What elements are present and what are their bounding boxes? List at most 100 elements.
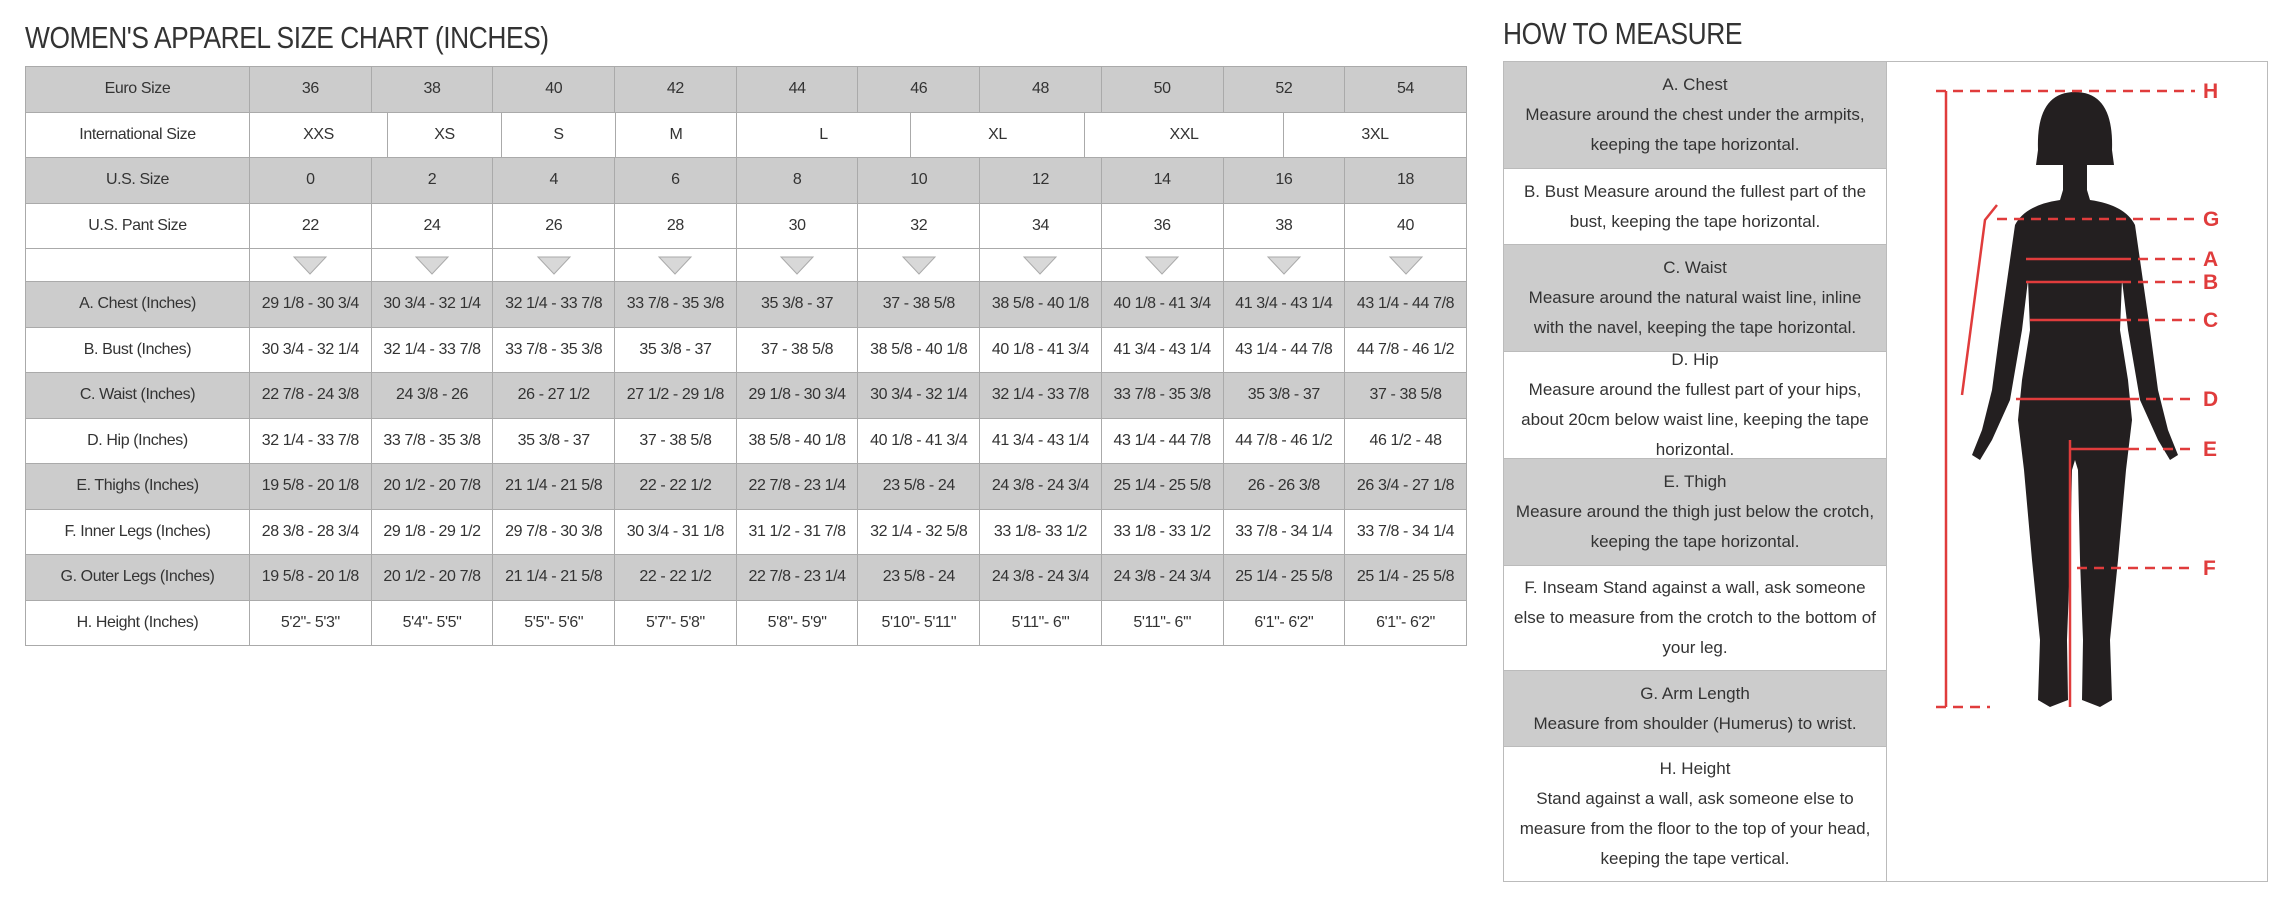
cell: 22 bbox=[250, 203, 372, 249]
cell: 26 - 27 1/2 bbox=[493, 373, 616, 419]
measure-item: D. Hip Measure around the fullest part of… bbox=[1504, 350, 1887, 459]
item-title: E. Thigh bbox=[1663, 472, 1727, 491]
measure-item: E. Thigh Measure around the thigh just be… bbox=[1504, 459, 1887, 566]
figure-label: G bbox=[2203, 208, 2219, 231]
cell: 24 3/8 - 26 bbox=[371, 373, 494, 419]
item-text: Stand against a wall, ask someone else t… bbox=[1519, 789, 1871, 868]
cell: 33 7/8 - 35 3/8 bbox=[493, 327, 616, 373]
measure-panel: A. Chest Measure around the chest under t… bbox=[1503, 61, 2268, 882]
figure-label: C bbox=[2203, 309, 2218, 332]
cell: 16 bbox=[1223, 158, 1346, 204]
cell: 38 bbox=[371, 67, 494, 113]
cell: 34 bbox=[980, 203, 1102, 249]
cell: 32 1/4 - 32 5/8 bbox=[858, 509, 981, 555]
cell: 24 3/8 - 24 3/4 bbox=[980, 464, 1102, 510]
arrow-icon bbox=[1266, 256, 1302, 275]
row-label: B. Bust (Inches) bbox=[26, 327, 250, 373]
row-label: U.S. Size bbox=[26, 158, 250, 204]
arrow-icon bbox=[1388, 256, 1423, 275]
figure-label: A bbox=[2203, 248, 2218, 271]
cell: 33 1/8 - 33 1/2 bbox=[1101, 509, 1224, 555]
arrow-cell bbox=[1101, 249, 1224, 282]
measure-item: B. Bust Measure around the fullest part … bbox=[1504, 169, 1887, 245]
row-label: A. Chest (Inches) bbox=[26, 282, 250, 328]
cell: 32 1/4 - 33 7/8 bbox=[493, 282, 616, 328]
cell: 30 3/4 - 32 1/4 bbox=[371, 282, 494, 328]
item-title: D. Hip bbox=[1671, 350, 1719, 369]
table-row: B. Bust (Inches) 30 3/4 - 32 1/4 32 1/4 - … bbox=[26, 327, 1467, 373]
row-label: Euro Size bbox=[26, 67, 250, 113]
size-table: Euro Size 36 38 40 42 44 46 48 50 52 54 Internation… bbox=[25, 66, 1467, 646]
cell: 41 3/4 - 43 1/4 bbox=[1223, 282, 1346, 328]
cell: 30 3/4 - 31 1/8 bbox=[615, 509, 737, 555]
item-text: B. Bust Measure around the fullest part … bbox=[1523, 181, 1867, 231]
arrow-icon bbox=[779, 256, 815, 275]
arrow-cell bbox=[980, 249, 1102, 282]
cell: 5'10"- 5'11" bbox=[858, 600, 981, 646]
table-title: WOMEN'S APPAREL SIZE CHART (INCHES) bbox=[25, 20, 549, 55]
cell: 44 7/8 - 46 1/2 bbox=[1345, 327, 1467, 373]
cell: 41 3/4 - 43 1/4 bbox=[980, 418, 1102, 464]
cell: XL bbox=[911, 112, 1085, 158]
item-text: Measure around the natural waist line, i… bbox=[1528, 288, 1862, 337]
cell: 4 bbox=[493, 158, 616, 204]
table-row: F. Inner Legs (Inches) 28 3/8 - 28 3/4 29 … bbox=[26, 509, 1467, 555]
cell: 22 - 22 1/2 bbox=[615, 464, 737, 510]
cell: 24 3/8 - 24 3/4 bbox=[1101, 555, 1224, 601]
arrow-icon bbox=[536, 256, 571, 275]
cell: 26 - 26 3/8 bbox=[1223, 464, 1346, 510]
cell: 35 3/8 - 37 bbox=[1223, 373, 1346, 419]
item-title: G. Arm Length bbox=[1640, 683, 1750, 703]
cell: 24 3/8 - 24 3/4 bbox=[980, 555, 1102, 601]
cell: 5'4"- 5'5" bbox=[371, 600, 494, 646]
arrow-cell bbox=[736, 249, 859, 282]
table-row: E. Thighs (Inches) 19 5/8 - 20 1/8 20 1/2 … bbox=[26, 464, 1467, 510]
cell: XXS bbox=[250, 112, 388, 158]
cell: 5'11"- 6'" bbox=[1101, 600, 1224, 646]
cell: 32 1/4 - 33 7/8 bbox=[250, 418, 372, 464]
table-row: D. Hip (Inches) 32 1/4 - 33 7/8 33 7/8 - 3… bbox=[26, 418, 1467, 464]
cell: 20 1/2 - 20 7/8 bbox=[371, 555, 494, 601]
arrow-cell bbox=[1223, 249, 1346, 282]
table-row: U.S. Size 0 2 4 6 8 10 12 14 16 18 bbox=[26, 158, 1467, 204]
cell: 6'1"- 6'2" bbox=[1223, 600, 1346, 646]
cell: 37 - 38 5/8 bbox=[615, 418, 737, 464]
cell: 26 3/4 - 27 1/8 bbox=[1345, 464, 1467, 510]
cell: 8 bbox=[736, 158, 859, 204]
cell: 32 1/4 - 33 7/8 bbox=[371, 327, 494, 373]
cell: 50 bbox=[1101, 67, 1224, 113]
cell: 14 bbox=[1101, 158, 1224, 204]
item-text: Measure around the chest under the armpi… bbox=[1525, 105, 1865, 154]
row-label: U.S. Pant Size bbox=[26, 203, 250, 249]
row-label: F. Inner Legs (Inches) bbox=[26, 509, 250, 555]
cell: 35 3/8 - 37 bbox=[615, 327, 737, 373]
cell: 38 bbox=[1223, 203, 1346, 249]
cell: 40 bbox=[1345, 203, 1467, 249]
cell: 54 bbox=[1345, 67, 1467, 113]
cell: M bbox=[616, 112, 737, 158]
cell: 22 7/8 - 24 3/8 bbox=[250, 373, 372, 419]
cell: S bbox=[502, 112, 616, 158]
cell: 40 1/8 - 41 3/4 bbox=[858, 418, 981, 464]
arrow-cell bbox=[250, 249, 372, 282]
cell: 42 bbox=[615, 67, 737, 113]
table-row: U.S. Pant Size 22 24 26 28 30 32 34 36 38 40 bbox=[26, 203, 1467, 249]
row-label: E. Thighs (Inches) bbox=[26, 464, 250, 510]
figure-label: E bbox=[2203, 438, 2217, 461]
item-text: Measure from shoulder (Humerus) to wrist… bbox=[1533, 713, 1857, 733]
cell: 25 1/4 - 25 5/8 bbox=[1223, 555, 1346, 601]
measure-item: F. Inseam Stand against a wall, ask some… bbox=[1504, 566, 1887, 671]
cell: XXL bbox=[1085, 112, 1284, 158]
cell: 20 1/2 - 20 7/8 bbox=[371, 464, 494, 510]
cell: 25 1/4 - 25 5/8 bbox=[1345, 555, 1467, 601]
table-row: G. Outer Legs (Inches) 19 5/8 - 20 1/8 20 … bbox=[26, 555, 1467, 601]
cell: 12 bbox=[980, 158, 1102, 204]
measure-title: HOW TO MEASURE bbox=[1503, 16, 1743, 51]
cell bbox=[26, 249, 250, 282]
cell: 24 bbox=[371, 203, 494, 249]
row-label: International Size bbox=[26, 112, 250, 158]
cell: 22 7/8 - 23 1/4 bbox=[736, 464, 859, 510]
table-row: Euro Size 36 38 40 42 44 46 48 50 52 54 bbox=[26, 67, 1467, 113]
